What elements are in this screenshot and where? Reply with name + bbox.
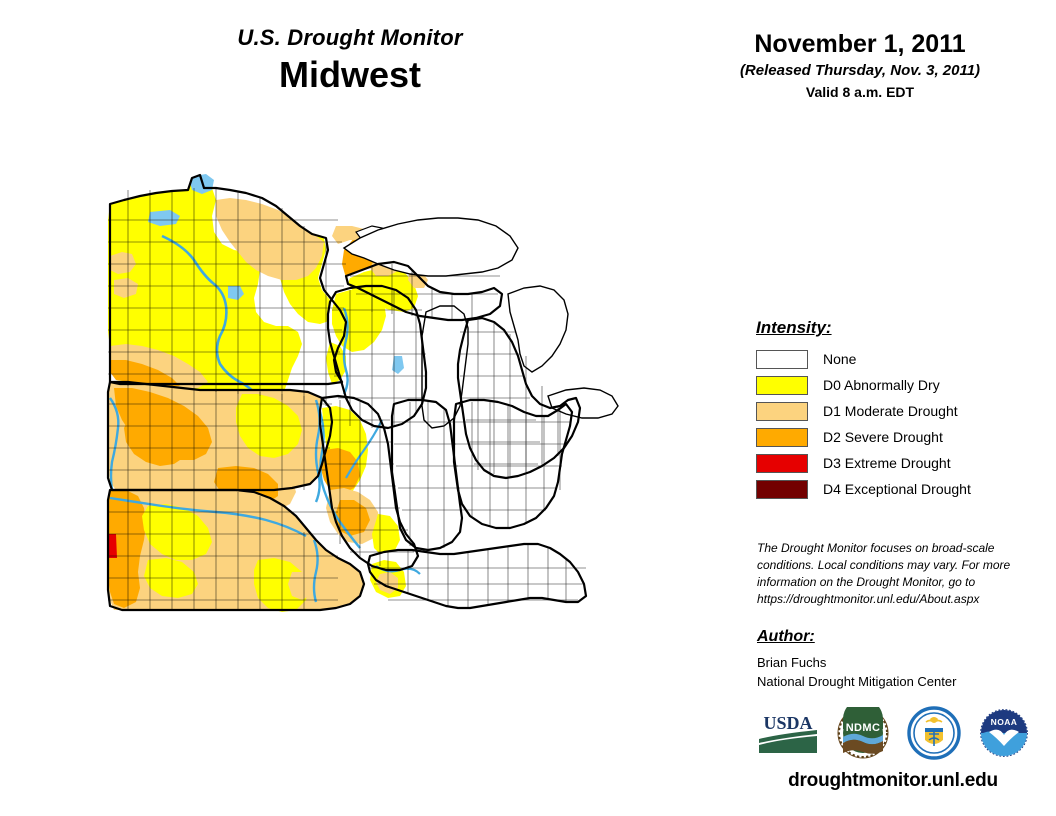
legend-swatch-d2 [756,427,808,447]
mo-mississippi-river-south [312,539,319,603]
lake-superior [342,217,519,277]
legend-swatch-d3 [756,453,808,473]
intensity-legend: Intensity: None D0 Abnormally Dry D1 Mod… [756,318,1026,504]
title-block: U.S. Drought Monitor Midwest [150,25,550,96]
boundary-michigan-up [344,260,504,322]
ia-missouri-river [109,397,120,491]
legend-label-none: None [823,351,857,367]
boundary-illinois [318,394,420,572]
legend-label-d1: D1 Moderate Drought [823,403,958,419]
disclaimer-text: The Drought Monitor focuses on broad-sca… [757,540,1025,608]
midwest-map-svg [106,173,619,612]
disclaimer-about-link[interactable]: https://droughtmonitor.unl.edu/About.asp… [757,592,980,607]
mn-d1-north-band [216,198,324,280]
boundary-michigan-lp [456,316,582,480]
svg-text:NDMC: NDMC [846,722,881,734]
legend-row-d2: D2 Severe Drought [756,426,1026,448]
noaa-logo[interactable]: NOAA [979,708,1029,758]
legend-label-d4: D4 Exceptional Drought [823,481,971,497]
legend-heading: Intensity: [756,318,832,337]
author-heading: Author: [757,628,815,645]
boundary-missouri [106,488,366,612]
logo-row: USDA NDMC NOAA [757,702,1029,764]
mi-up-d0 [348,268,418,312]
mo-d3-sliver [109,534,117,558]
legend-row-d4: D4 Exceptional Drought [756,478,1026,500]
wi-mississippi-river [342,307,349,395]
usda-logo[interactable]: USDA [757,709,819,757]
drought-map [88,160,688,800]
release-date: (Released Thursday, Nov. 3, 2011) [739,61,981,79]
svg-text:NOAA: NOAA [991,717,1018,727]
legend-row-d1: D1 Moderate Drought [756,400,1026,422]
mo-d0-southeast-boot [254,558,308,612]
mn-d1-west-blob-b [114,278,138,298]
boundary-ohio [452,398,574,530]
map-base-layer [106,173,619,612]
state-boundaries [106,173,588,612]
boundary-indiana [390,398,464,552]
mn-d2-southwest [110,360,180,386]
wi-lake-winnebago [392,356,404,374]
legend-label-d0: D0 Abnormally Dry [823,377,940,393]
boundary-minnesota [108,173,348,386]
disclaimer-line-3: information on the Drought Monitor, go t… [757,575,976,590]
lake-erie [547,387,619,419]
mo-d0-central [142,504,212,560]
mn-mille-lacs [228,286,244,300]
legend-label-d3: D3 Extreme Drought [823,455,951,471]
legend-swatch-d1 [756,401,808,421]
author-name: Brian Fuchs [757,655,827,670]
legend-swatch-d0 [756,375,808,395]
legend-row-d3: D3 Extreme Drought [756,452,1026,474]
svg-text:USDA: USDA [763,713,812,733]
legend-swatch-none [756,349,808,369]
legend-swatch-d4 [756,479,808,499]
boundary-kentucky [366,542,588,610]
mo-d1-southeast-boot [288,572,314,600]
disclaimer-line-1: The Drought Monitor focuses on broad-sca… [757,541,995,555]
il-d0-south-tip [372,514,400,556]
date-block: November 1, 2011 (Released Thursday, Nov… [690,30,1030,101]
il-illinois-river [345,419,383,479]
legend-label-d2: D2 Severe Drought [823,429,943,445]
county-lines [108,188,586,610]
disclaimer-line-2: conditions. Local conditions may vary. F… [757,558,1011,573]
legend-row-none: None [756,348,1026,370]
lake-huron [507,285,569,373]
boundary-iowa [106,380,334,492]
boundary-wisconsin [326,284,428,430]
mn-d0-zone [108,175,302,398]
mo-d2-west-strip [108,490,146,608]
site-url[interactable]: droughtmonitor.unl.edu [788,770,998,791]
author-panel: Author: Brian Fuchs National Drought Mit… [757,628,1027,692]
ndmc-logo[interactable]: NDMC [837,707,889,759]
valid-date: November 1, 2011 [754,30,966,58]
author-organization: National Drought Mitigation Center [757,673,957,689]
state-kentucky-fill [368,544,586,608]
legend-row-d0: D0 Abnormally Dry [756,374,1026,396]
valid-time: Valid 8 a.m. EDT [805,83,915,100]
drought-monitor-title: U.S. Drought Monitor [237,25,463,50]
region-title: Midwest [278,54,421,96]
state-indiana-fill [392,400,462,550]
mn-d1-west-blob-a [110,252,136,274]
commerce-seal-logo[interactable] [907,706,961,760]
